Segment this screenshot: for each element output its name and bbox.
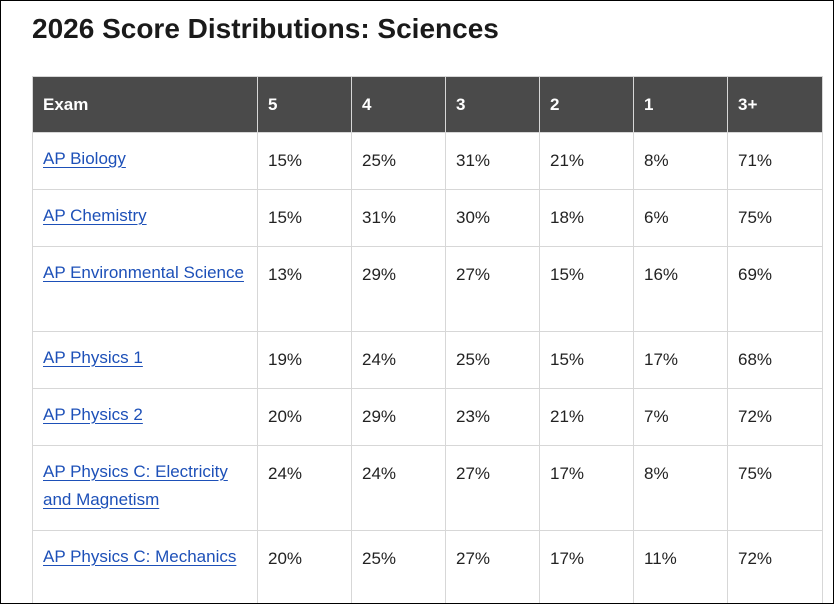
table-row: AP Chemistry 15% 31% 30% 18% 6% 75% [32, 189, 823, 247]
score-4-cell: 25% [351, 132, 446, 190]
score-5-cell: 20% [257, 530, 352, 603]
table-row: AP Physics C: Electricity and Magnetism … [32, 445, 823, 531]
score-3-cell: 27% [445, 445, 540, 531]
column-header-score-2: 2 [539, 76, 634, 133]
exam-cell: AP Physics 1 [32, 331, 258, 389]
score-3-cell: 23% [445, 388, 540, 446]
exam-cell: AP Physics 2 [32, 388, 258, 446]
score-3-cell: 27% [445, 530, 540, 603]
table-row: AP Physics 2 20% 29% 23% 21% 7% 72% [32, 388, 823, 446]
score-3-plus-cell: 75% [727, 445, 823, 531]
score-5-cell: 20% [257, 388, 352, 446]
exam-link-ap-biology[interactable]: AP Biology [43, 149, 126, 168]
exam-cell: AP Physics C: Electricity and Magnetism [32, 445, 258, 531]
score-1-cell: 8% [633, 445, 728, 531]
score-1-cell: 16% [633, 246, 728, 332]
exam-link-ap-physics-c-mechanics[interactable]: AP Physics C: Mechanics [43, 547, 237, 566]
exam-link-ap-physics-2[interactable]: AP Physics 2 [43, 405, 143, 424]
score-2-cell: 15% [539, 246, 634, 332]
exam-cell: AP Environmental Science [32, 246, 258, 332]
score-5-cell: 13% [257, 246, 352, 332]
score-2-cell: 17% [539, 445, 634, 531]
column-header-score-1: 1 [633, 76, 728, 133]
score-4-cell: 29% [351, 246, 446, 332]
score-2-cell: 18% [539, 189, 634, 247]
score-1-cell: 7% [633, 388, 728, 446]
score-3-cell: 27% [445, 246, 540, 332]
exam-link-ap-environmental-science[interactable]: AP Environmental Science [43, 263, 244, 282]
exam-link-ap-chemistry[interactable]: AP Chemistry [43, 206, 147, 225]
score-3-cell: 31% [445, 132, 540, 190]
score-3-plus-cell: 75% [727, 189, 823, 247]
score-3-plus-cell: 69% [727, 246, 823, 332]
exam-cell: AP Chemistry [32, 189, 258, 247]
score-1-cell: 8% [633, 132, 728, 190]
score-4-cell: 25% [351, 530, 446, 603]
score-1-cell: 17% [633, 331, 728, 389]
score-5-cell: 19% [257, 331, 352, 389]
score-4-cell: 29% [351, 388, 446, 446]
table-row: AP Physics 1 19% 24% 25% 15% 17% 68% [32, 331, 823, 389]
score-3-plus-cell: 72% [727, 388, 823, 446]
table-row: AP Physics C: Mechanics 20% 25% 27% 17% … [32, 530, 823, 603]
score-2-cell: 15% [539, 331, 634, 389]
score-5-cell: 24% [257, 445, 352, 531]
score-2-cell: 21% [539, 388, 634, 446]
score-1-cell: 6% [633, 189, 728, 247]
table-header-row: Exam 5 4 3 2 1 3+ [32, 76, 823, 133]
column-header-exam: Exam [32, 76, 258, 133]
score-4-cell: 31% [351, 189, 446, 247]
exam-cell: AP Physics C: Mechanics [32, 530, 258, 603]
score-5-cell: 15% [257, 132, 352, 190]
column-header-score-3-plus: 3+ [727, 76, 823, 133]
page-title: 2026 Score Distributions: Sciences [32, 13, 499, 44]
column-header-score-4: 4 [351, 76, 446, 133]
score-distribution-table: Exam 5 4 3 2 1 3+ AP Biology 15% 25% 31%… [32, 76, 823, 603]
score-3-plus-cell: 71% [727, 132, 823, 190]
score-2-cell: 21% [539, 132, 634, 190]
exam-link-ap-physics-1[interactable]: AP Physics 1 [43, 348, 143, 367]
exam-cell: AP Biology [32, 132, 258, 190]
table-row: AP Biology 15% 25% 31% 21% 8% 71% [32, 132, 823, 190]
score-3-plus-cell: 72% [727, 530, 823, 603]
exam-link-ap-physics-c-electricity-and-magnetism[interactable]: AP Physics C: Electricity and Magnetism [43, 462, 228, 509]
score-4-cell: 24% [351, 445, 446, 531]
score-3-plus-cell: 68% [727, 331, 823, 389]
score-5-cell: 15% [257, 189, 352, 247]
score-3-cell: 25% [445, 331, 540, 389]
score-1-cell: 11% [633, 530, 728, 603]
table-row: AP Environmental Science 13% 29% 27% 15%… [32, 246, 823, 332]
score-4-cell: 24% [351, 331, 446, 389]
column-header-score-3: 3 [445, 76, 540, 133]
score-2-cell: 17% [539, 530, 634, 603]
column-header-score-5: 5 [257, 76, 352, 133]
score-3-cell: 30% [445, 189, 540, 247]
